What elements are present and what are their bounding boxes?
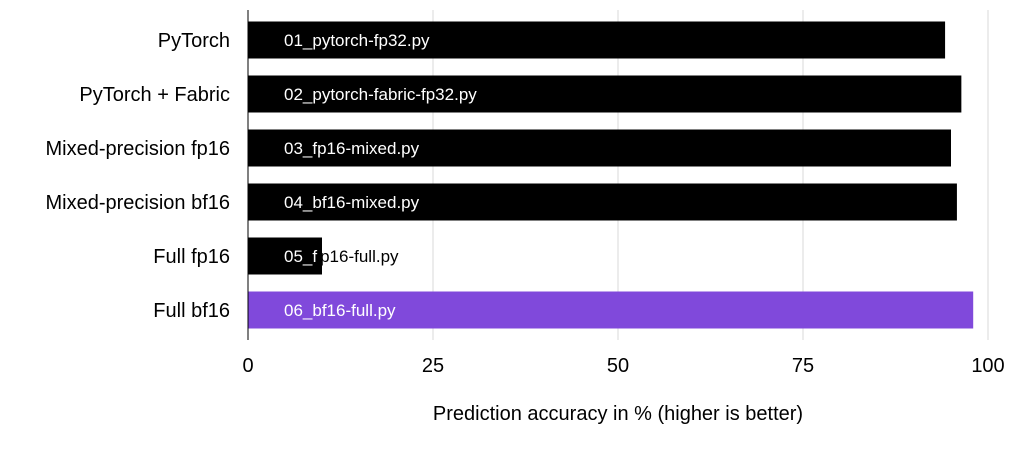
bar-data-label: 04_bf16-mixed.py (284, 193, 420, 212)
bar-data-label: 05_f p16-full.py (284, 247, 399, 266)
bar (248, 129, 951, 167)
category-label: Full fp16 (153, 246, 230, 268)
bar (248, 183, 957, 221)
bar-data-label: 02_pytorch-fabric-fp32.py (284, 85, 477, 104)
x-tick-label: 25 (422, 355, 444, 377)
category-label: Full bf16 (153, 300, 230, 322)
bar (248, 237, 322, 275)
bar (248, 291, 974, 329)
category-label: Mixed-precision bf16 (45, 192, 230, 214)
bars: 01_pytorch-fp32.py 02_pytorch-fabric-fp32… (248, 21, 974, 329)
x-tick-labels: 0 25 50 75 100 (242, 355, 1004, 377)
x-axis-title: Prediction accuracy in % (higher is bett… (433, 403, 803, 425)
bar (248, 75, 962, 113)
category-labels: PyTorch PyTorch + Fabric Mixed-precision f… (45, 30, 230, 322)
x-tick-label: 75 (792, 355, 814, 377)
x-tick-label: 0 (242, 355, 253, 377)
category-label: PyTorch + Fabric (79, 84, 230, 106)
gridlines (432, 10, 989, 340)
bar-data-label: 03_fp16-mixed.py (284, 139, 420, 158)
bar (248, 21, 946, 59)
bar-data-label: 06_bf16-full.py (284, 301, 396, 320)
category-label: Mixed-precision fp16 (45, 138, 230, 160)
category-label: PyTorch (158, 30, 230, 52)
bar-data-label: 01_pytorch-fp32.py (284, 31, 430, 50)
x-tick-label: 50 (607, 355, 629, 377)
x-tick-label: 100 (971, 355, 1004, 377)
